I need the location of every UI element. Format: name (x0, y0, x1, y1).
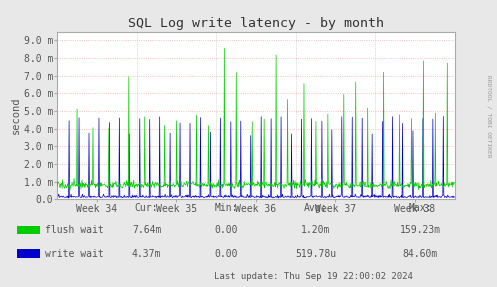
Text: Min:: Min: (214, 203, 238, 213)
Text: 7.64m: 7.64m (132, 225, 162, 235)
Text: write wait: write wait (45, 249, 103, 259)
Y-axis label: second: second (11, 97, 21, 134)
Bar (17, 226, 40, 234)
Text: Max:: Max: (408, 203, 432, 213)
Text: Cur:: Cur: (135, 203, 159, 213)
Text: 0.00: 0.00 (214, 249, 238, 259)
Text: 84.60m: 84.60m (403, 249, 437, 259)
Text: 1.20m: 1.20m (301, 225, 331, 235)
Text: 159.23m: 159.23m (400, 225, 440, 235)
Text: 4.37m: 4.37m (132, 249, 162, 259)
Text: 519.78u: 519.78u (295, 249, 336, 259)
Text: Last update: Thu Sep 19 22:00:02 2024: Last update: Thu Sep 19 22:00:02 2024 (214, 272, 413, 281)
Text: RRDTOOL / TOBI OETIKER: RRDTOOL / TOBI OETIKER (486, 75, 491, 158)
Text: 0.00: 0.00 (214, 225, 238, 235)
Title: SQL Log write latency - by month: SQL Log write latency - by month (128, 18, 384, 30)
Text: Avg:: Avg: (304, 203, 328, 213)
Text: flush wait: flush wait (45, 225, 103, 235)
Bar (17, 249, 40, 258)
